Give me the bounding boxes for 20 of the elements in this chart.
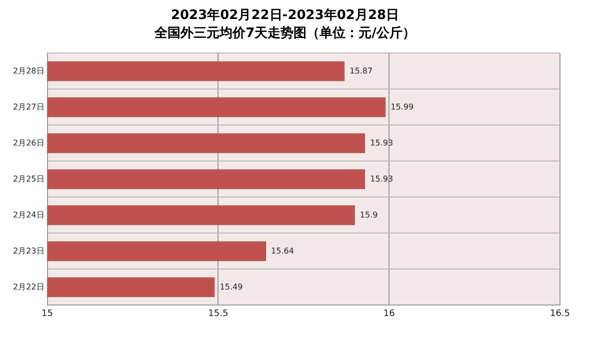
data-label: 15.9 xyxy=(360,210,378,220)
data-label: 15.99 xyxy=(390,102,414,112)
x-tick-label: 15.5 xyxy=(208,308,228,319)
y-tick-label: 2月23日 xyxy=(12,246,44,256)
y-tick-label: 2月24日 xyxy=(12,210,44,220)
y-tick-label: 2月26日 xyxy=(12,138,44,148)
x-tick-label: 16.5 xyxy=(550,308,570,319)
y-tick-label: 2月28日 xyxy=(12,66,44,76)
x-tick-label: 15 xyxy=(42,308,53,319)
chart-title: 2023年02月22日-2023年02月28日 xyxy=(170,8,400,24)
data-label: 15.64 xyxy=(271,246,294,256)
data-label: 15.93 xyxy=(370,138,394,148)
y-tick-label: 2月27日 xyxy=(12,102,44,112)
y-tick-label: 2月25日 xyxy=(12,174,44,184)
y-tick-label: 2月22日 xyxy=(12,282,44,292)
data-label: 15.93 xyxy=(370,174,394,184)
data-label: 15.87 xyxy=(350,66,373,76)
x-tick-label: 16 xyxy=(383,308,396,319)
data-label: 15.49 xyxy=(220,282,243,292)
chart-subtitle: 全国外三元均价7天走势图（单位：元/公斤） xyxy=(154,24,416,41)
